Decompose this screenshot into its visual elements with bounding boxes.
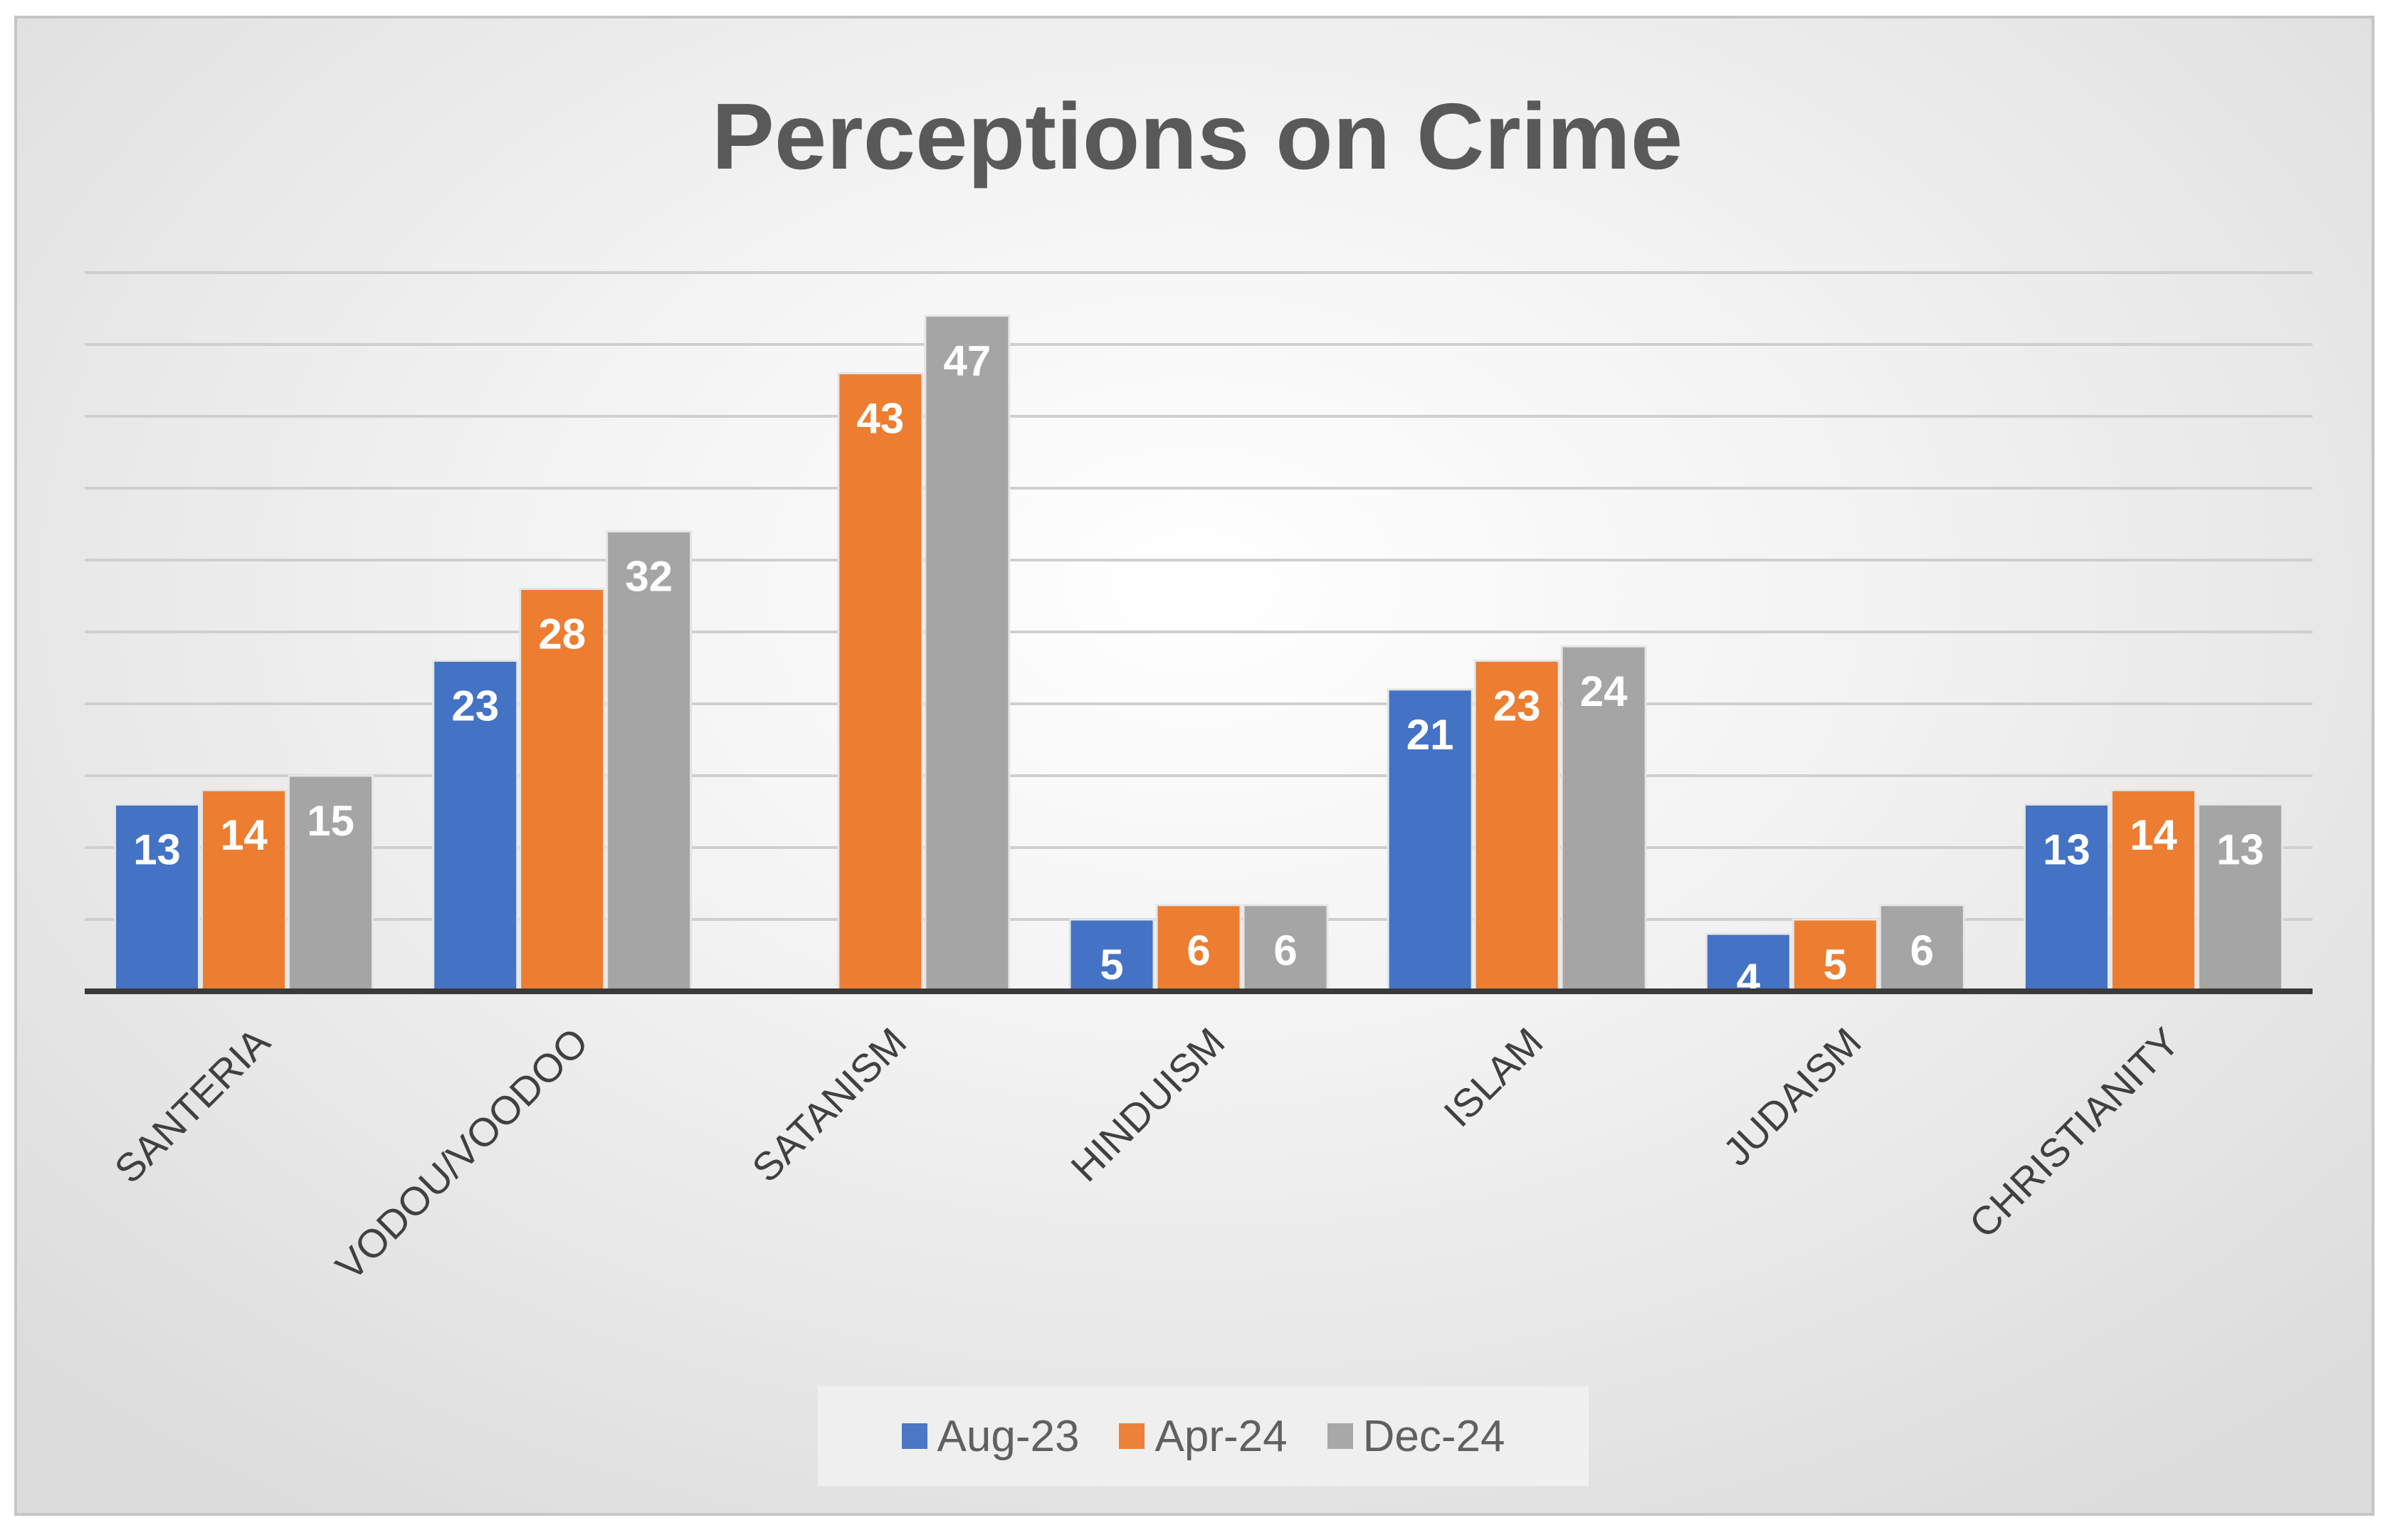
gridlines [85, 271, 2313, 921]
bar [1242, 904, 1329, 993]
bar [1705, 932, 1792, 993]
data-label: 5 [1100, 941, 1123, 988]
category-label: ISLAM [1435, 1019, 1551, 1135]
data-label: 28 [538, 610, 586, 658]
category-label: HINDUISM [1062, 1019, 1233, 1190]
bar [837, 371, 924, 993]
legend-swatch [901, 1423, 927, 1449]
bar [519, 587, 606, 993]
data-label: 5 [1824, 941, 1847, 988]
category-label: CHRISTIANITY [1960, 1019, 2188, 1247]
data-label: 23 [1493, 682, 1541, 729]
bar [1560, 645, 1647, 993]
bar [1068, 918, 1155, 993]
bar [114, 803, 201, 993]
category-label: SANTERIA [105, 1018, 278, 1191]
data-label: 14 [220, 811, 268, 859]
data-label: 14 [2130, 811, 2177, 859]
legend-swatch [1327, 1423, 1353, 1449]
bars [114, 315, 2283, 993]
bar [2023, 803, 2110, 993]
chart-frame: Perceptions on Crime 13 14 15 23 28 32 43 47 5 6 6… [14, 16, 2374, 1516]
data-label: 13 [2043, 826, 2090, 873]
data-label: 13 [133, 826, 181, 873]
legend-item: Apr-24 [1119, 1411, 1288, 1462]
category-label: JUDAISM [1714, 1019, 1869, 1174]
data-label: 32 [625, 553, 673, 601]
legend: Aug-23 Apr-24 Dec-24 [818, 1386, 1589, 1486]
data-label: 21 [1406, 711, 1454, 759]
legend-label: Apr-24 [1154, 1411, 1288, 1461]
data-label: 43 [856, 394, 904, 442]
bar [2110, 789, 2197, 993]
legend-swatch [1119, 1423, 1145, 1449]
data-label: 6 [1187, 927, 1210, 974]
plot-area: 13 14 15 23 28 32 43 47 5 6 6 21 23 24 4 5 6 13 14 13 SANTE… [85, 271, 2313, 1289]
category-labels: SANTERIA VODOU/VOODOO SATANISM HINDUISM ISLA… [105, 1018, 2187, 1288]
data-label: 47 [943, 337, 991, 385]
bar [2197, 803, 2283, 993]
data-labels: 13 14 15 23 28 32 43 47 5 6 6 21 23 24 4 5 6 13 14 13 [133, 337, 2264, 1003]
bar [1473, 659, 1560, 993]
data-label: 13 [2216, 826, 2264, 873]
legend-label: Dec-24 [1362, 1411, 1505, 1461]
bar [288, 774, 374, 993]
bar [1878, 904, 1965, 993]
data-label: 6 [1273, 927, 1297, 974]
legend-item: Dec-24 [1327, 1411, 1505, 1462]
bar [924, 315, 1011, 993]
chart-title: Perceptions on Crime [711, 84, 1683, 189]
data-label: 6 [1910, 927, 1934, 974]
category-label: VODOU/VOODOO [327, 1019, 596, 1289]
bar [1792, 918, 1878, 993]
legend-label: Aug-23 [937, 1411, 1080, 1461]
data-label: 4 [1737, 955, 1761, 1003]
data-label: 23 [451, 682, 499, 729]
category-label: SATANISM [743, 1019, 915, 1191]
data-label: 15 [307, 797, 354, 845]
data-label: 24 [1580, 668, 1628, 715]
legend-item: Aug-23 [901, 1411, 1080, 1462]
